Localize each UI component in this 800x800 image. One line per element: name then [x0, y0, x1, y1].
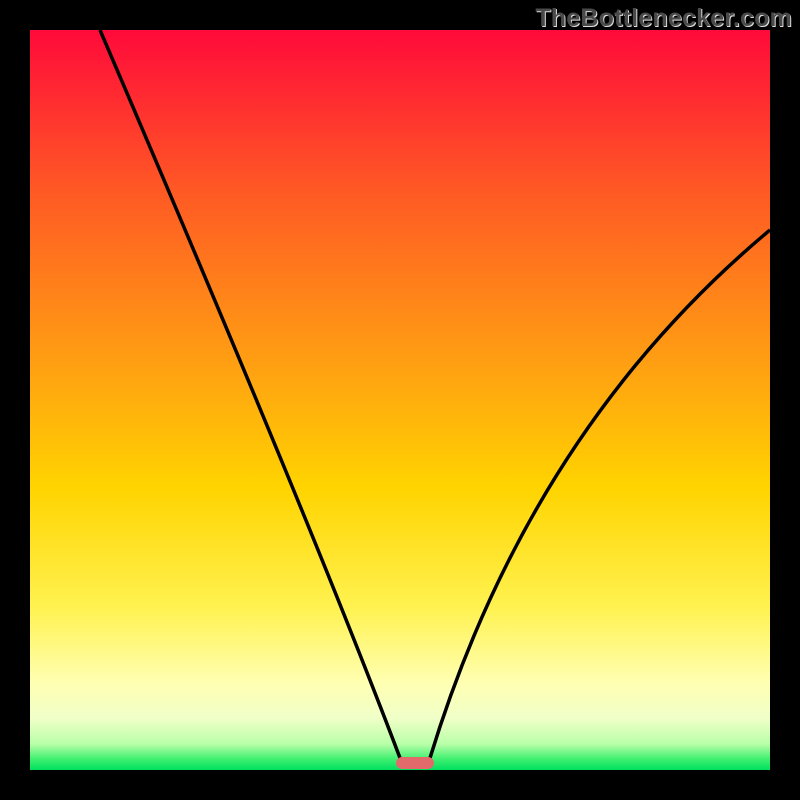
bottleneck-chart — [0, 0, 800, 800]
plot-area — [30, 30, 770, 770]
chart-container: TheBottlenecker.com — [0, 0, 800, 800]
watermark-text: TheBottlenecker.com — [535, 4, 792, 33]
bottleneck-marker — [396, 757, 434, 769]
